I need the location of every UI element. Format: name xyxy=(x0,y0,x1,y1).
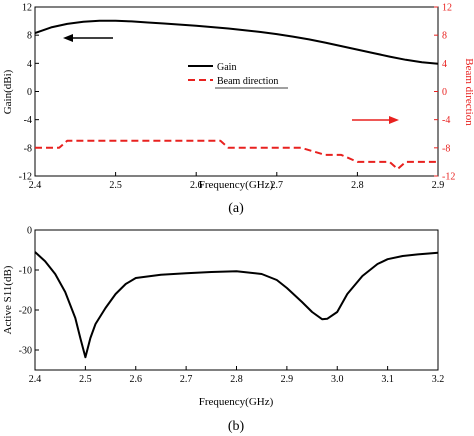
chart-b-x-ticks: 2.4 2.5 2.6 2.7 2.8 2.9 3.0 3.1 3.2 xyxy=(29,366,445,385)
x-tick-label: 3.0 xyxy=(331,374,344,385)
x-tick-label: 2.9 xyxy=(432,180,445,191)
x-tick-label: 2.4 xyxy=(29,180,42,191)
y2-tick-label: 8 xyxy=(442,31,447,42)
series-line-beam-direction xyxy=(35,139,438,170)
chart-a-plot-area xyxy=(34,6,439,177)
chart-a-x-ticks: 2.4 2.5 2.6 2.7 2.8 2.9 xyxy=(29,172,445,191)
x-tick-label: 2.5 xyxy=(79,374,92,385)
y2-tick-label: -4 xyxy=(442,115,450,126)
right-arrow-icon xyxy=(352,116,399,124)
y-tick-label: -12 xyxy=(19,172,32,183)
y-tick-label: -4 xyxy=(24,115,32,126)
y2-tick-label: 12 xyxy=(442,3,452,14)
y2-tick-label: 4 xyxy=(442,59,447,70)
y2-tick-label: -8 xyxy=(442,143,450,154)
legend-beam-label: Beam direction xyxy=(217,76,278,87)
y-tick-label: 12 xyxy=(22,3,32,14)
y-tick-label: -30 xyxy=(19,346,32,357)
chart-a-series xyxy=(34,19,439,170)
x-tick-label: 3.1 xyxy=(381,374,394,385)
series-line-active-s11 xyxy=(34,251,439,359)
chart-a-y2-ticks: 12 8 4 0 -4 -8 -12 xyxy=(434,3,455,183)
legend-gain-label: Gain xyxy=(217,62,236,73)
chart-b-x-label: Frequency(GHz) xyxy=(199,396,274,408)
left-arrow-icon xyxy=(63,34,113,42)
chart-a-x-label: Frequency(GHz) xyxy=(199,179,274,191)
chart-a-y-label: Gain(dBi) xyxy=(2,69,14,114)
x-tick-label: 2.8 xyxy=(230,374,243,385)
x-tick-label: 2.9 xyxy=(281,374,294,385)
y-tick-label: 8 xyxy=(27,31,32,42)
chart-b-caption: (b) xyxy=(228,419,245,434)
y2-tick-label: 0 xyxy=(442,87,447,98)
x-tick-label: 3.2 xyxy=(432,374,445,385)
chart-a-caption: (a) xyxy=(228,201,244,216)
chart-b-y-ticks: 0 -10 -20 -30 xyxy=(19,226,39,357)
chart-a-y-ticks: 12 8 4 0 -4 -8 -12 xyxy=(19,3,39,183)
y-tick-label: -10 xyxy=(19,266,32,277)
y-tick-label: 0 xyxy=(27,226,32,237)
y-tick-label: 0 xyxy=(27,87,32,98)
y-tick-label: 4 xyxy=(27,59,32,70)
chart-a-legend: Gain Beam direction xyxy=(188,62,288,89)
chart-b-y-label: Active S11(dB) xyxy=(2,265,14,334)
x-tick-label: 2.7 xyxy=(271,180,284,191)
x-tick-label: 2.6 xyxy=(190,180,203,191)
x-tick-label: 2.7 xyxy=(180,374,193,385)
x-tick-label: 2.8 xyxy=(351,180,364,191)
x-tick-label: 2.4 xyxy=(29,374,42,385)
x-tick-label: 2.6 xyxy=(130,374,143,385)
x-tick-label: 2.5 xyxy=(109,180,122,191)
y-tick-label: -8 xyxy=(24,143,32,154)
chart-b-series xyxy=(34,251,439,359)
chart-a-gain-beam: 2.4 2.5 2.6 2.7 2.8 2.9 12 8 4 0 -4 -8 -12 12 8 4 0 -4 -… xyxy=(2,3,474,217)
chart-a-y2-label: Beam direction xyxy=(463,58,474,126)
y-tick-label: -20 xyxy=(19,306,32,317)
y2-tick-label: -12 xyxy=(442,172,455,183)
chart-b-plot-area xyxy=(34,229,439,371)
series-line-gain xyxy=(34,19,439,65)
chart-b-active-s11: 2.4 2.5 2.6 2.7 2.8 2.9 3.0 3.1 3.2 0 -10 -20 -30 F… xyxy=(2,226,444,435)
